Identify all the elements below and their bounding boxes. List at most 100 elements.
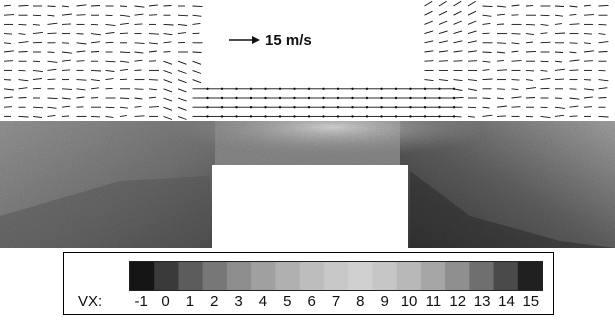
- velocity-vector: [105, 69, 115, 72]
- velocity-vector: [583, 96, 593, 99]
- velocity-vector: [163, 23, 174, 26]
- velocity-vector: [467, 60, 478, 62]
- velocity-vector: [18, 51, 28, 53]
- velocity-vector: [47, 114, 56, 117]
- velocity-vector: [177, 79, 187, 84]
- velocity-vector: [453, 115, 462, 118]
- velocity-vector: [76, 88, 86, 91]
- velocity-vector: [105, 32, 115, 35]
- velocity-vector: [467, 40, 477, 44]
- velocity-vector: [453, 88, 463, 91]
- velocity-vector: [496, 42, 507, 44]
- velocity-vector: [32, 23, 40, 26]
- colorbar-cell: [469, 262, 495, 290]
- velocity-vector: [119, 97, 130, 99]
- velocity-vector: [540, 41, 551, 44]
- velocity-vector: [583, 60, 594, 62]
- velocity-vector: [424, 20, 433, 25]
- velocity-vector: [90, 51, 100, 53]
- colorbar-cell: [420, 262, 446, 290]
- velocity-vector: [119, 51, 131, 54]
- velocity-vector: [540, 115, 551, 119]
- velocity-vector: [177, 97, 187, 102]
- colorbar-tick-label: 12: [449, 293, 467, 310]
- velocity-vector: [148, 79, 159, 81]
- velocity-vector: [177, 14, 189, 17]
- velocity-vector: [105, 41, 114, 44]
- velocity-vector: [496, 105, 507, 108]
- velocity-vector: [467, 30, 477, 35]
- velocity-vector: [583, 88, 594, 91]
- velocity-vector: [134, 115, 145, 117]
- velocity-vector: [3, 60, 14, 62]
- velocity-vector: [3, 33, 13, 35]
- velocity-vector: [119, 14, 130, 17]
- velocity-vector: [438, 20, 448, 25]
- velocity-vector: [76, 42, 87, 45]
- velocity-vector: [90, 41, 100, 44]
- velocity-vector: [496, 97, 504, 100]
- velocity-vector: [61, 51, 72, 54]
- velocity-vector: [3, 14, 15, 16]
- velocity-vector: [467, 50, 477, 53]
- velocity-vector: [134, 42, 145, 44]
- colorbar-tick-label: 9: [380, 293, 389, 310]
- velocity-vector: [148, 96, 156, 99]
- velocity-vector: [554, 32, 566, 35]
- velocity-vector: [90, 87, 99, 90]
- velocity-vector: [61, 88, 73, 90]
- velocity-vector: [119, 68, 128, 71]
- velocity-vector: [438, 40, 448, 44]
- velocity-vector: [76, 14, 86, 16]
- velocity-vector: [47, 5, 56, 7]
- velocity-vector: [496, 13, 505, 16]
- velocity-vector: [453, 10, 462, 16]
- velocity-vector: [76, 4, 87, 7]
- velocity-vector: [148, 33, 160, 35]
- velocity-vector: [192, 69, 202, 74]
- velocity-vector: [554, 51, 564, 53]
- colorbar-tick-label: -1: [134, 293, 148, 310]
- velocity-vector: [496, 51, 505, 54]
- velocity-vector: [192, 14, 202, 17]
- velocity-vector: [18, 4, 29, 7]
- velocity-vector: [163, 79, 173, 84]
- velocity-vector: [134, 13, 144, 16]
- velocity-vector-panel: [3, 0, 609, 120]
- velocity-vector: [569, 115, 578, 117]
- velocity-vector: [177, 23, 187, 26]
- velocity-vector: [525, 33, 534, 36]
- velocity-vector: [583, 33, 593, 35]
- velocity-vector: [467, 88, 477, 91]
- velocity-vector: [482, 5, 493, 8]
- velocity-vector: [554, 78, 565, 81]
- velocity-vector: [569, 97, 580, 100]
- velocity-vector: [453, 50, 463, 53]
- velocity-vector: [453, 0, 462, 7]
- velocity-vector: [3, 42, 11, 45]
- colorbar-cell: [299, 262, 325, 290]
- velocity-vector: [569, 59, 580, 62]
- velocity-vector: [32, 41, 43, 44]
- velocity-vector: [511, 42, 520, 45]
- velocity-vector: [163, 97, 173, 102]
- velocity-vector: [511, 60, 522, 62]
- velocity-vector: [134, 23, 143, 25]
- velocity-vector: [148, 14, 158, 16]
- velocity-vector: [554, 106, 565, 109]
- velocity-vector: [32, 14, 42, 17]
- colorbar-ticks: -1 0 1 2 3 4 5 6 7 8 9 10 11 12 13 14 15: [129, 293, 543, 311]
- velocity-vector: [583, 4, 591, 7]
- colorbar-tick-label: 2: [210, 293, 219, 310]
- velocity-vector: [453, 60, 463, 62]
- velocity-vector: [18, 87, 28, 90]
- velocity-vector: [163, 5, 172, 7]
- velocity-vector: [424, 60, 434, 62]
- velocity-vector: [148, 88, 157, 91]
- velocity-vector: [192, 51, 202, 53]
- velocity-vector: [453, 30, 463, 35]
- velocity-vector: [32, 31, 43, 35]
- velocity-vector: [47, 78, 56, 81]
- colorbar-cell: [517, 262, 542, 290]
